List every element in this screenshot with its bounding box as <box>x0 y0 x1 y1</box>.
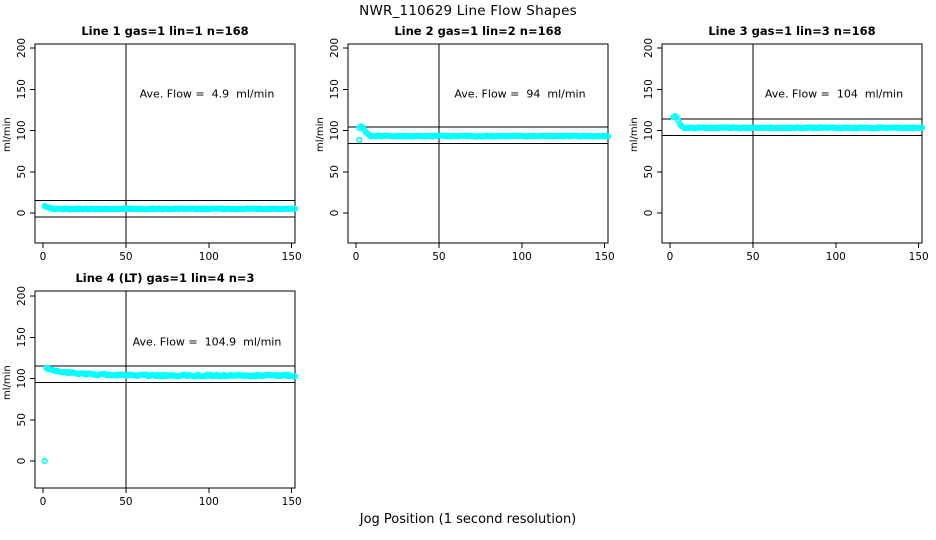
y-axis-label: ml/min <box>2 117 13 152</box>
y-tick-label: 50 <box>16 413 28 426</box>
data-point <box>356 136 363 144</box>
data-point <box>291 205 299 212</box>
y-tick-label: 200 <box>16 38 28 58</box>
y-tick-label: 100 <box>16 368 28 388</box>
panel-3: Line 3 gas=1 lin=3 n=168 0 50 100 150 0 50 100 1… <box>629 24 929 263</box>
y-tick-label: 0 <box>16 458 28 465</box>
line4-flow-points <box>41 364 299 465</box>
x-tick-label: 0 <box>40 496 47 508</box>
panel-4: Line 4 (LT) gas=1 lin=4 n=3 0 50 100 150 0 50 1… <box>2 271 302 508</box>
x-tick-label: 0 <box>667 251 674 263</box>
x-tick-label: 50 <box>432 251 445 263</box>
x-tick-label: 100 <box>826 251 846 263</box>
y-tick-label: 0 <box>329 210 341 217</box>
ave-flow-annotation: Ave. Flow = 104 ml/min <box>765 87 903 100</box>
y-tick-label: 200 <box>329 38 341 58</box>
y-tick-label: 150 <box>16 327 28 347</box>
data-point <box>604 133 612 140</box>
y-tick-label: 50 <box>643 165 655 178</box>
x-tick-label: 150 <box>282 496 302 508</box>
panel-1-title: Line 1 gas=1 lin=1 n=168 <box>81 24 248 38</box>
x-tick-label: 0 <box>353 251 360 263</box>
figure-title: NWR_110629 Line Flow Shapes <box>359 3 577 19</box>
ave-flow-annotation: Ave. Flow = 94 ml/min <box>454 87 585 100</box>
y-tick-label: 50 <box>329 165 341 178</box>
data-point <box>291 373 299 380</box>
y-tick-label: 200 <box>16 286 28 306</box>
line3-flow-points <box>670 112 926 132</box>
x-tick-label: 100 <box>512 251 532 263</box>
y-tick-label: 100 <box>643 120 655 140</box>
panel-2-title: Line 2 gas=1 lin=2 n=168 <box>394 24 561 38</box>
y-tick-label: 0 <box>643 210 655 217</box>
y-axis-label: ml/min <box>629 117 640 152</box>
y-tick-label: 100 <box>329 120 341 140</box>
plot-box <box>34 290 296 489</box>
x-tick-label: 150 <box>909 251 929 263</box>
x-tick-label: 0 <box>40 251 47 263</box>
y-tick-label: 150 <box>329 79 341 99</box>
data-point <box>918 124 926 131</box>
x-tick-label: 150 <box>282 251 302 263</box>
x-tick-label: 50 <box>119 251 132 263</box>
x-tick-label: 100 <box>199 251 219 263</box>
x-tick-label: 150 <box>595 251 615 263</box>
panel-2: Line 2 gas=1 lin=2 n=168 0 50 100 150 0 50 100 1… <box>315 24 615 263</box>
y-axis-label: ml/min <box>2 365 13 400</box>
ave-flow-annotation: Ave. Flow = 4.9 ml/min <box>140 87 275 100</box>
y-axis-label: ml/min <box>315 117 326 152</box>
line2-flow-points <box>356 123 612 144</box>
y-tick-label: 0 <box>16 210 28 217</box>
ave-flow-annotation: Ave. Flow = 104.9 ml/min <box>133 335 282 348</box>
line1-flow-points <box>41 202 299 213</box>
y-tick-label: 100 <box>16 120 28 140</box>
data-point <box>41 457 48 465</box>
plot-box <box>34 43 296 244</box>
panel-1: Line 1 gas=1 lin=1 n=168 0 50 100 150 0 50 100 1… <box>2 24 302 263</box>
plot-box <box>661 43 923 244</box>
x-tick-label: 50 <box>746 251 759 263</box>
panel-4-title: Line 4 (LT) gas=1 lin=4 n=3 <box>75 271 254 285</box>
y-tick-label: 150 <box>643 79 655 99</box>
x-tick-label: 100 <box>199 496 219 508</box>
y-tick-label: 50 <box>16 165 28 178</box>
panel-3-title: Line 3 gas=1 lin=3 n=168 <box>708 24 875 38</box>
y-tick-label: 150 <box>16 79 28 99</box>
x-tick-label: 50 <box>119 496 132 508</box>
x-axis-global-label: Jog Position (1 second resolution) <box>359 512 577 527</box>
y-tick-label: 200 <box>643 38 655 58</box>
